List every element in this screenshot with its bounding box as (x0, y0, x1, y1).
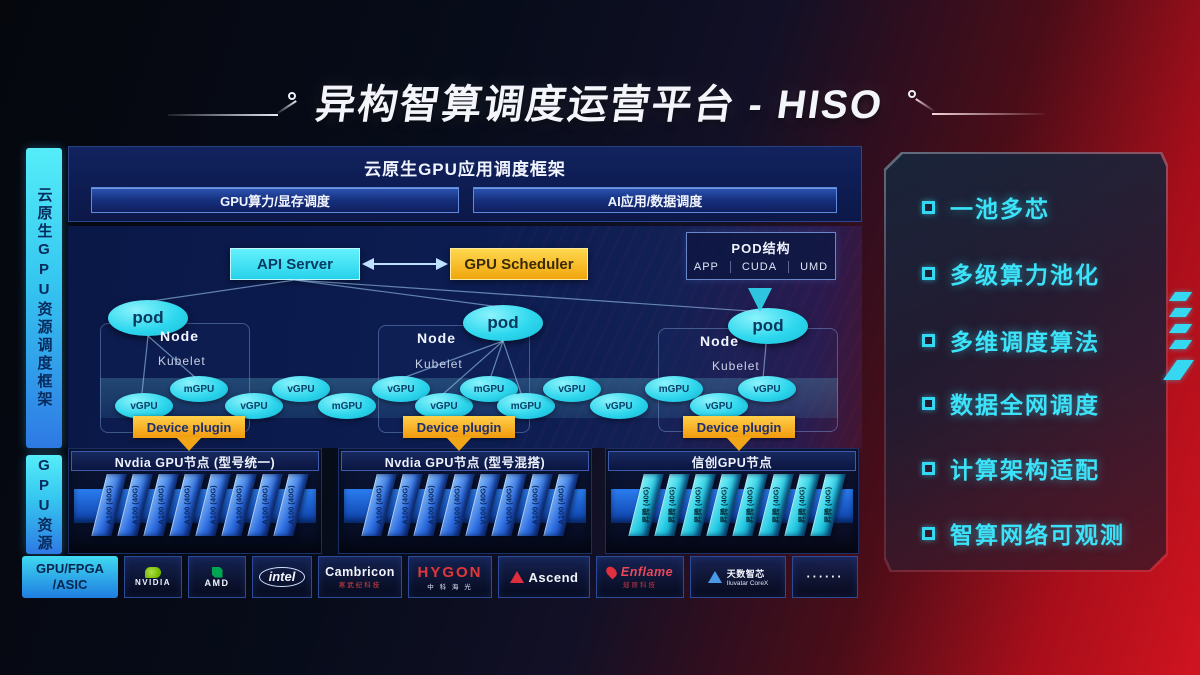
vendor-nvidia: NVIDIA (124, 556, 182, 598)
hazard-stripe-icon (1168, 340, 1193, 349)
gpu-ellipse: vGPU (115, 393, 173, 419)
node-label-3: Node (700, 333, 739, 349)
vendor-intel: intel (252, 556, 312, 598)
gpu-ellipse: mGPU (318, 393, 376, 419)
vendor-enflame: Enflame 燧原科技 (596, 556, 684, 598)
gpu-row-title-xinchuang: 信创GPU节点 (608, 451, 856, 471)
pod-structure-box: POD结构 APP CUDA UMD (686, 232, 836, 280)
gpu-ellipse: vGPU (738, 376, 796, 402)
feature-panel-frame (884, 152, 1168, 572)
hazard-stripe-icon (1168, 308, 1193, 317)
vendor-more: ······ (792, 556, 858, 598)
gpu-fpga-asic-label: GPU/FPGA /ASIC (22, 556, 118, 598)
square-bullet-icon (922, 461, 935, 475)
iluvatar-logo-icon (707, 571, 722, 583)
gpu-ellipse: vGPU (590, 393, 648, 419)
vendor-ascend: Ascend (498, 556, 590, 598)
device-plugin-2: Device plugin (403, 416, 515, 438)
feature-item: 多级算力池化 (922, 258, 1100, 288)
square-bullet-icon (922, 200, 935, 214)
gpu-ellipse: vGPU (272, 376, 330, 402)
api-server-box: API Server (230, 248, 360, 280)
square-bullet-icon (922, 396, 935, 410)
feature-item: 计算架构适配 (922, 453, 1100, 483)
pod-ellipse-1: pod (108, 300, 188, 336)
ascend-logo-icon (509, 571, 524, 583)
title-deco-line-right (932, 113, 1044, 115)
pod-layer-cuda: CUDA (729, 261, 788, 273)
kubelet-label-1: Kubelet (158, 354, 206, 368)
sidebar-label-gpu-resources: GPU资源 (26, 455, 62, 554)
gpu-row-title-uniform: Nvdia GPU节点 (型号统一) (71, 451, 319, 471)
pod-layer-app: APP (693, 261, 719, 273)
title-deco-circle-right (908, 90, 916, 98)
gpu-ellipse: vGPU (415, 393, 473, 419)
device-plugin-1: Device plugin (133, 416, 245, 438)
device-plugin-3: Device plugin (683, 416, 795, 438)
pod-ellipse-3: pod (728, 308, 808, 344)
gpu-node-panel-mixed: Nvdia GPU节点 (型号混搭) A100 (40G) A100 (40G)… (338, 448, 592, 554)
app-scheduling-frame: 云原生GPU应用调度框架 GPU算力/显存调度 AI应用/数据调度 (68, 146, 862, 222)
feature-item: 数据全网调度 (922, 388, 1100, 418)
enflame-logo-icon (603, 564, 619, 580)
intel-logo-icon: intel (258, 567, 306, 587)
pod-ellipse-2: pod (463, 305, 543, 341)
hazard-stripe-icon (1168, 324, 1193, 333)
app-frame-title: 云原生GPU应用调度框架 (364, 160, 566, 179)
feature-item: 多维调度算法 (922, 325, 1100, 355)
gpu-ellipse: vGPU (543, 376, 601, 402)
gpu-ellipse: mGPU (497, 393, 555, 419)
pod-structure-layers: APP CUDA UMD (687, 261, 835, 273)
gpu-ellipse: mGPU (170, 376, 228, 402)
node-label-2: Node (417, 330, 456, 346)
nvidia-logo-icon (145, 567, 161, 578)
k8s-scheduling-stage: API Server GPU Scheduler POD结构 APP CUDA … (68, 226, 862, 448)
square-bullet-icon (922, 526, 935, 540)
node-label-1: Node (160, 328, 199, 344)
feature-item: 一池多芯 (922, 192, 1050, 222)
kubelet-label-2: Kubelet (415, 357, 463, 371)
hazard-stripe-icon (1168, 292, 1193, 301)
ai-app-data-scheduling-bar: AI应用/数据调度 (473, 187, 837, 213)
gpu-node-panel-xinchuang: 信创GPU节点 昇腾 (40G) 昇腾 (40G) 昇腾 (40G) 昇腾 (4… (605, 448, 859, 554)
square-bullet-icon (922, 266, 935, 280)
vendor-cambricon: Cambricon 寒武纪科技 (318, 556, 402, 598)
page-title: 异构智算调度运营平台 - HISO (312, 83, 887, 127)
gpu-node-panel-uniform: Nvdia GPU节点 (型号统一) A100 (40G) A100 (40G)… (68, 448, 322, 554)
vendor-hygon: HYGON 中 科 海 光 (408, 556, 492, 598)
gpu-compute-memory-scheduling-bar: GPU算力/显存调度 (91, 187, 459, 213)
gpu-ellipse: vGPU (225, 393, 283, 419)
feature-item: 智算网络可观测 (922, 518, 1125, 548)
gpu-resource-stage: Nvdia GPU节点 (型号统一) A100 (40G) A100 (40G)… (68, 448, 862, 554)
pod-layer-umd: UMD (788, 261, 839, 273)
gpu-row-title-mixed: Nvdia GPU节点 (型号混搭) (341, 451, 589, 471)
title-deco-circle-left (288, 92, 296, 100)
kubelet-label-3: Kubelet (712, 359, 760, 373)
vendor-iluvatar: 天数智芯 Iluvatar CoreX (690, 556, 786, 598)
feature-panel (886, 154, 1166, 570)
amd-logo-icon (211, 566, 223, 578)
gpu-ellipse: vGPU (690, 393, 748, 419)
pod-structure-title: POD结构 (731, 241, 791, 256)
vendor-amd: AMD (188, 556, 246, 598)
gpu-ellipse: mGPU (645, 376, 703, 402)
square-bullet-icon (922, 333, 935, 347)
title-deco-line-left (168, 114, 278, 116)
gpu-scheduler-box: GPU Scheduler (450, 248, 588, 280)
sidebar-label-cloud-native-gpu-framework: 云原生GPU资源调度框架 (26, 148, 62, 448)
